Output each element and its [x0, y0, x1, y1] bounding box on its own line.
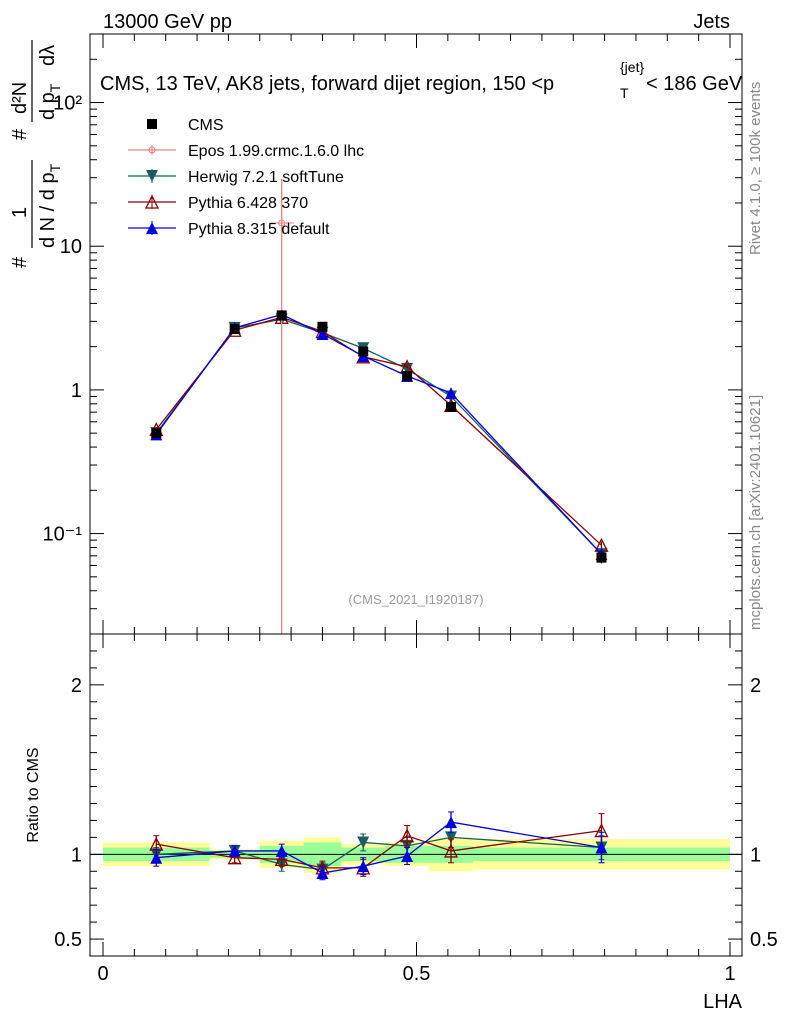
- ylabel-hash-two: #: [9, 128, 31, 140]
- ratio-point-pythia8: [444, 816, 457, 829]
- main-y-axis-label: # 1 d N / d pT # d²N d pT dλ: [9, 40, 63, 268]
- header-category-label: Jets: [693, 11, 730, 33]
- y-tick-label: 10²: [53, 93, 82, 115]
- ratio-line-pythia6: [156, 829, 602, 869]
- ratio-point-pythia8: [275, 844, 288, 857]
- ratio-line-herwig: [156, 836, 602, 871]
- point-epos-ring: [278, 219, 286, 227]
- legend: CMS Epos 1.99.crmc.1.6.0 lhc Herwig 7.2.1 …: [128, 117, 364, 238]
- ratio-point-pythia6: [274, 851, 289, 867]
- point-pythia8: [444, 387, 457, 400]
- ratio-point-pythia8: [401, 850, 414, 863]
- point-cms: [402, 370, 413, 381]
- ratio-y-tick-label: 1: [71, 844, 82, 866]
- ratio-point-pythia6: [227, 850, 242, 865]
- ratio-point-pythia8: [316, 866, 329, 879]
- mcplots-label: mcplots.cern.ch [arXiv:2401.10621]: [747, 395, 764, 630]
- series-line-herwig: [155, 318, 602, 555]
- legend-marker-herwig: [146, 170, 158, 182]
- series-line-pythia8: [155, 313, 602, 555]
- ratio-point-herwig: [357, 836, 370, 849]
- rivet-version-label: Rivet 4.1.0, ≥ 100k events: [747, 82, 764, 255]
- point-cms: [317, 321, 328, 332]
- ratio-point-pythia6: [443, 843, 459, 858]
- ratio-line-pythia8: [156, 821, 602, 874]
- legend-marker-epos-ring: [148, 146, 156, 154]
- ratio-point-pythia6: [400, 828, 415, 843]
- legend-marker-pythia8: [146, 222, 158, 234]
- x-tick-label: 1: [724, 963, 735, 985]
- legend-label-pythia6: Pythia 6.428 370: [188, 195, 308, 212]
- x-tick-label: 0: [97, 963, 108, 985]
- ratio-point-herwig: [444, 831, 457, 844]
- legend-label-herwig: Herwig 7.2.1 softTune: [188, 169, 344, 186]
- x-tick-label: 0.5: [403, 963, 431, 985]
- plot-title-sub: T: [620, 85, 629, 101]
- point-cms: [358, 346, 369, 357]
- ylabel-dlambda: dλ: [37, 45, 59, 66]
- ylabel-hash: #: [9, 256, 31, 268]
- ratio-y-tick-label: 2: [71, 675, 82, 697]
- plot-title-tail: < 186 GeV: [646, 73, 743, 95]
- y-tick-label: 10: [60, 236, 82, 258]
- ratio-frame: [89, 633, 743, 957]
- legend-marker-cms: [147, 119, 157, 129]
- ylabel-d2n: d²N: [9, 82, 31, 114]
- ratio-y-tick-label: 0.5: [54, 929, 82, 951]
- ylabel-one: 1: [9, 207, 31, 218]
- plot-title-sup: {jet}: [620, 59, 644, 75]
- analysis-watermark: (CMS_2021_I1920187): [348, 592, 483, 607]
- ylabel-dn-dpt: d N / d pT: [37, 163, 63, 248]
- axes-layer: 0 0.5 1 10⁻¹ 1 10 10² 0.5 0.5 1 1 2 2: [43, 33, 778, 985]
- ratio-y-tick-label-right: 0.5: [750, 929, 778, 951]
- point-cms: [596, 552, 607, 563]
- y-tick-label: 10⁻¹: [43, 524, 83, 546]
- ratio-marks-layer: [149, 811, 609, 881]
- ylabel-dn-dpt-sub: T: [47, 163, 63, 172]
- legend-label-cms: CMS: [188, 117, 224, 134]
- main-marks-layer: [149, 178, 609, 634]
- plot-title: CMS, 13 TeV, AK8 jets, forward dijet reg…: [100, 73, 554, 95]
- x-axis-label: LHA: [703, 991, 743, 1013]
- legend-label-epos: Epos 1.99.crmc.1.6.0 lhc: [188, 143, 364, 160]
- header-process-label: 13000 GeV pp: [103, 11, 232, 33]
- legend-label-pythia8: Pythia 8.315 default: [188, 221, 330, 238]
- ratio-point-pythia8: [595, 841, 608, 854]
- ratio-point-pythia8: [150, 851, 163, 864]
- point-cms: [229, 324, 240, 335]
- ylabel-dpt-sub: T: [47, 83, 63, 92]
- series-line-pythia6: [155, 316, 602, 546]
- point-cms: [445, 402, 456, 413]
- ratio-point-pythia8: [228, 844, 241, 857]
- ratio-point-pythia8: [357, 860, 370, 873]
- ratio-y-axis-label: Ratio to CMS: [25, 747, 42, 842]
- point-cms: [276, 310, 287, 321]
- point-cms: [151, 428, 162, 439]
- ratio-y-tick-label-right: 1: [750, 844, 761, 866]
- point-pythia8: [316, 327, 329, 340]
- y-tick-label: 1: [71, 380, 82, 402]
- legend-marker-epos: [147, 145, 157, 155]
- legend-marker-pythia6: [144, 194, 160, 209]
- ylabel-dpt: d pT: [37, 83, 63, 120]
- ratio-y-tick-label-right: 2: [750, 675, 761, 697]
- point-epos: [276, 218, 287, 229]
